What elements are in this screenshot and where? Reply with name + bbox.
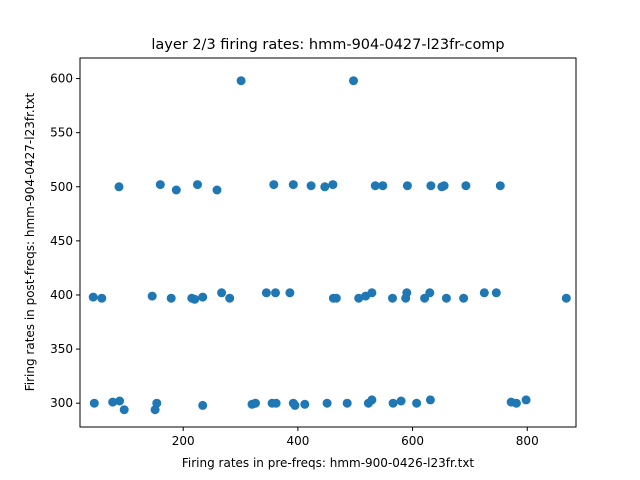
data-point bbox=[155, 180, 165, 190]
data-point bbox=[193, 180, 202, 190]
data-point bbox=[426, 181, 436, 191]
y-tick-label: 450 bbox=[50, 234, 73, 248]
data-point bbox=[367, 288, 377, 298]
data-point bbox=[89, 398, 99, 408]
data-point bbox=[198, 400, 208, 410]
data-point bbox=[412, 398, 422, 408]
data-point bbox=[147, 291, 157, 301]
y-tick-label: 350 bbox=[50, 342, 73, 356]
data-point bbox=[328, 180, 338, 190]
data-point bbox=[461, 181, 471, 191]
data-point bbox=[119, 405, 129, 415]
y-tick-label: 600 bbox=[50, 72, 73, 86]
x-tick-label: 600 bbox=[401, 434, 424, 448]
data-point bbox=[97, 293, 107, 303]
data-point bbox=[217, 288, 227, 298]
data-point bbox=[388, 398, 398, 408]
data-point bbox=[288, 180, 298, 190]
data-point bbox=[378, 181, 388, 191]
data-point bbox=[88, 292, 98, 302]
data-point bbox=[349, 76, 358, 86]
data-point bbox=[479, 288, 489, 298]
data-point bbox=[402, 181, 412, 191]
data-point bbox=[152, 398, 162, 408]
data-point bbox=[396, 396, 406, 406]
data-point bbox=[425, 395, 435, 405]
plot-frame bbox=[79, 57, 577, 428]
data-point bbox=[290, 400, 300, 410]
data-point bbox=[269, 180, 279, 190]
y-tick-label: 300 bbox=[50, 396, 73, 410]
y-tick-label: 550 bbox=[50, 126, 73, 140]
data-point bbox=[166, 293, 176, 303]
points-layer bbox=[88, 76, 571, 415]
data-point bbox=[320, 182, 330, 192]
x-axis-label: Firing rates in pre-freqs: hmm-900-0426-… bbox=[182, 456, 475, 470]
data-point bbox=[236, 76, 246, 86]
data-point bbox=[521, 395, 531, 405]
data-point bbox=[114, 182, 124, 192]
data-point bbox=[306, 181, 316, 191]
data-point bbox=[561, 293, 571, 303]
data-point bbox=[491, 288, 501, 298]
data-point bbox=[251, 398, 260, 408]
data-point bbox=[342, 398, 352, 408]
data-point bbox=[354, 293, 364, 303]
data-point bbox=[261, 288, 271, 298]
data-point bbox=[115, 396, 125, 406]
data-point bbox=[388, 293, 397, 303]
data-point bbox=[300, 399, 310, 409]
data-point bbox=[511, 398, 521, 408]
data-point bbox=[225, 293, 235, 303]
y-axis: 300 350 400 450 500 550 600 bbox=[50, 72, 80, 410]
data-point bbox=[425, 288, 435, 298]
data-point bbox=[271, 398, 281, 408]
data-point bbox=[439, 181, 449, 191]
y-axis-label: Firing rates in post-freqs: hmm-904-0427… bbox=[23, 92, 37, 391]
y-tick-label: 400 bbox=[50, 288, 73, 302]
data-point bbox=[402, 288, 412, 298]
data-point bbox=[212, 185, 222, 195]
data-point bbox=[331, 293, 341, 303]
data-point bbox=[171, 185, 181, 195]
data-point bbox=[190, 294, 200, 304]
data-point bbox=[459, 293, 469, 303]
x-tick-label: 400 bbox=[286, 434, 309, 448]
data-point bbox=[108, 397, 118, 407]
data-point bbox=[495, 181, 505, 191]
data-point bbox=[285, 288, 295, 298]
x-tick-label: 200 bbox=[172, 434, 195, 448]
data-point bbox=[367, 395, 377, 405]
chart-title: layer 2/3 firing rates: hmm-904-0427-l23… bbox=[151, 37, 504, 53]
x-axis: 200 400 600 800 bbox=[172, 427, 539, 448]
x-tick-label: 800 bbox=[516, 434, 539, 448]
y-tick-label: 500 bbox=[50, 180, 73, 194]
data-point bbox=[198, 292, 208, 302]
data-point bbox=[370, 181, 380, 191]
data-point bbox=[271, 288, 280, 298]
data-point bbox=[322, 398, 332, 408]
data-point bbox=[441, 293, 451, 303]
